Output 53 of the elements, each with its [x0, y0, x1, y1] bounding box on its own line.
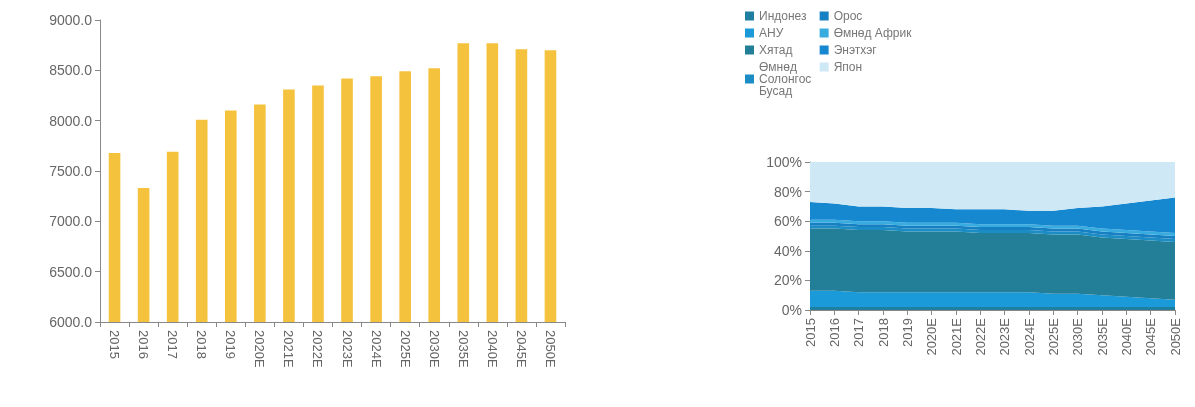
- y-tick-label: 20%: [773, 272, 802, 289]
- x-tick-label: 2030E: [1070, 317, 1086, 356]
- x-tick-label: 2015: [802, 318, 818, 347]
- y-tick-label: 100%: [766, 154, 802, 170]
- y-tick-label: 7500.0: [49, 163, 93, 179]
- x-tick-label: 2025E: [1045, 317, 1061, 356]
- y-tick-label: 40%: [773, 242, 802, 259]
- x-tick-label: 2023E: [339, 330, 355, 368]
- y-tick-label: 7000.0: [49, 213, 93, 230]
- y-tick-label: 60%: [773, 213, 802, 230]
- y-tick-label: 6000.0: [49, 314, 93, 330]
- x-tick-label: 2018: [194, 330, 210, 359]
- x-tick-label: 2040E: [484, 330, 500, 368]
- x-tick-label: 2050E: [542, 330, 558, 368]
- x-tick-label: 2022E: [972, 317, 988, 356]
- y-tick-label: 8000.0: [49, 112, 93, 129]
- x-tick-label: 2019: [223, 330, 239, 359]
- legend-label: Индонез: [759, 9, 807, 23]
- x-tick-label: 2016: [826, 318, 842, 347]
- y-tick-label: 6500.0: [49, 263, 93, 280]
- y-tick-label: 80%: [773, 183, 802, 200]
- x-tick-label: 2021E: [281, 330, 297, 368]
- x-tick-label: 2045E: [1143, 317, 1159, 356]
- legend-label: Орос: [833, 9, 863, 23]
- x-tick-label: 2045E: [513, 330, 529, 368]
- legend-label: Япон: [833, 60, 863, 74]
- x-tick-label: 2024E: [368, 330, 384, 368]
- legend-label: АНУ: [759, 26, 784, 40]
- x-tick-label: 2030E: [426, 330, 442, 368]
- legend-label: Өмнөд Солонгос Бусад: [759, 60, 815, 98]
- x-tick-label: 2016: [136, 330, 152, 359]
- x-tick-label: 2023E: [997, 317, 1013, 356]
- x-tick-label: 2017: [165, 330, 181, 359]
- x-tick-label: 2021E: [948, 317, 964, 356]
- legend-label: Өмнөд Африк: [833, 26, 913, 40]
- x-tick-label: 2020E: [252, 330, 268, 368]
- legend-label: Хятад: [759, 43, 793, 57]
- y-tick-label: 9000.0: [49, 12, 93, 28]
- x-tick-label: 2050E: [1167, 317, 1183, 356]
- x-tick-label: 2024E: [1021, 317, 1037, 356]
- x-tick-label: 2035E: [455, 330, 471, 368]
- x-tick-label: 2040E: [1118, 317, 1134, 356]
- x-tick-label: 2018: [875, 318, 891, 347]
- legend-label: Энэтхэг: [833, 43, 878, 57]
- x-tick-label: 2025E: [397, 330, 413, 368]
- y-tick-label: 0%: [781, 302, 802, 318]
- x-tick-label: 2035E: [1094, 317, 1110, 356]
- x-tick-label: 2019: [899, 318, 915, 347]
- x-tick-label: 2020E: [924, 317, 940, 356]
- x-tick-label: 2015: [107, 330, 123, 359]
- x-tick-label: 2017: [851, 318, 867, 347]
- y-tick-label: 8500.0: [49, 62, 93, 79]
- x-tick-label: 2022E: [310, 330, 326, 368]
